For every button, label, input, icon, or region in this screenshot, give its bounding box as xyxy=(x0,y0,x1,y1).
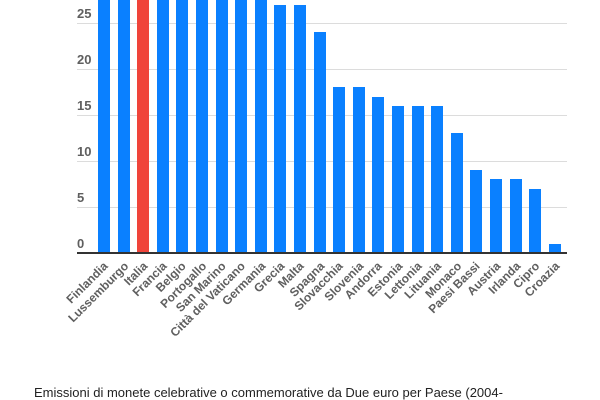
bar-andorra[interactable] xyxy=(372,96,385,253)
chart-caption: Emissioni di monete celebrative o commem… xyxy=(34,385,503,400)
x-axis-line xyxy=(77,252,567,254)
bar-belgio[interactable] xyxy=(176,0,189,253)
bar-slovenia[interactable] xyxy=(352,87,365,253)
bar-malta[interactable] xyxy=(294,4,306,253)
y-tick-label: 25 xyxy=(77,6,92,21)
bar-cipro[interactable] xyxy=(529,188,542,253)
bar-paesi-bassi[interactable] xyxy=(470,170,483,253)
bar-lituania[interactable] xyxy=(431,105,444,253)
bar-austria[interactable] xyxy=(490,179,502,253)
bar-germania[interactable] xyxy=(254,0,267,253)
y-tick-label: 5 xyxy=(77,190,85,205)
bar-croazia[interactable] xyxy=(548,243,561,253)
bar-grecia[interactable] xyxy=(274,4,287,253)
bar-portogallo[interactable] xyxy=(196,0,208,253)
bar-lussemburgo[interactable] xyxy=(117,0,130,253)
bar-estonia[interactable] xyxy=(392,105,404,253)
chart-plot-area: 0 5 10 15 20 25 xyxy=(77,0,567,254)
gridline xyxy=(77,23,567,24)
bar-italia[interactable] xyxy=(137,0,150,253)
bar-monaco[interactable] xyxy=(450,133,463,253)
bar-san-marino[interactable] xyxy=(215,0,228,253)
y-tick-label: 10 xyxy=(77,144,92,159)
bar-lettonia[interactable] xyxy=(411,105,424,253)
bar-francia[interactable] xyxy=(156,0,169,253)
y-tick-label: 15 xyxy=(77,98,92,113)
bar-finlandia[interactable] xyxy=(98,0,110,253)
bar-spagna[interactable] xyxy=(313,32,326,253)
y-tick-label: 20 xyxy=(77,52,92,67)
bar-citt-del-vaticano[interactable] xyxy=(235,0,248,253)
y-tick-label: 0 xyxy=(77,236,85,251)
bar-irlanda[interactable] xyxy=(509,179,522,253)
bar-slovacchia[interactable] xyxy=(333,87,346,253)
